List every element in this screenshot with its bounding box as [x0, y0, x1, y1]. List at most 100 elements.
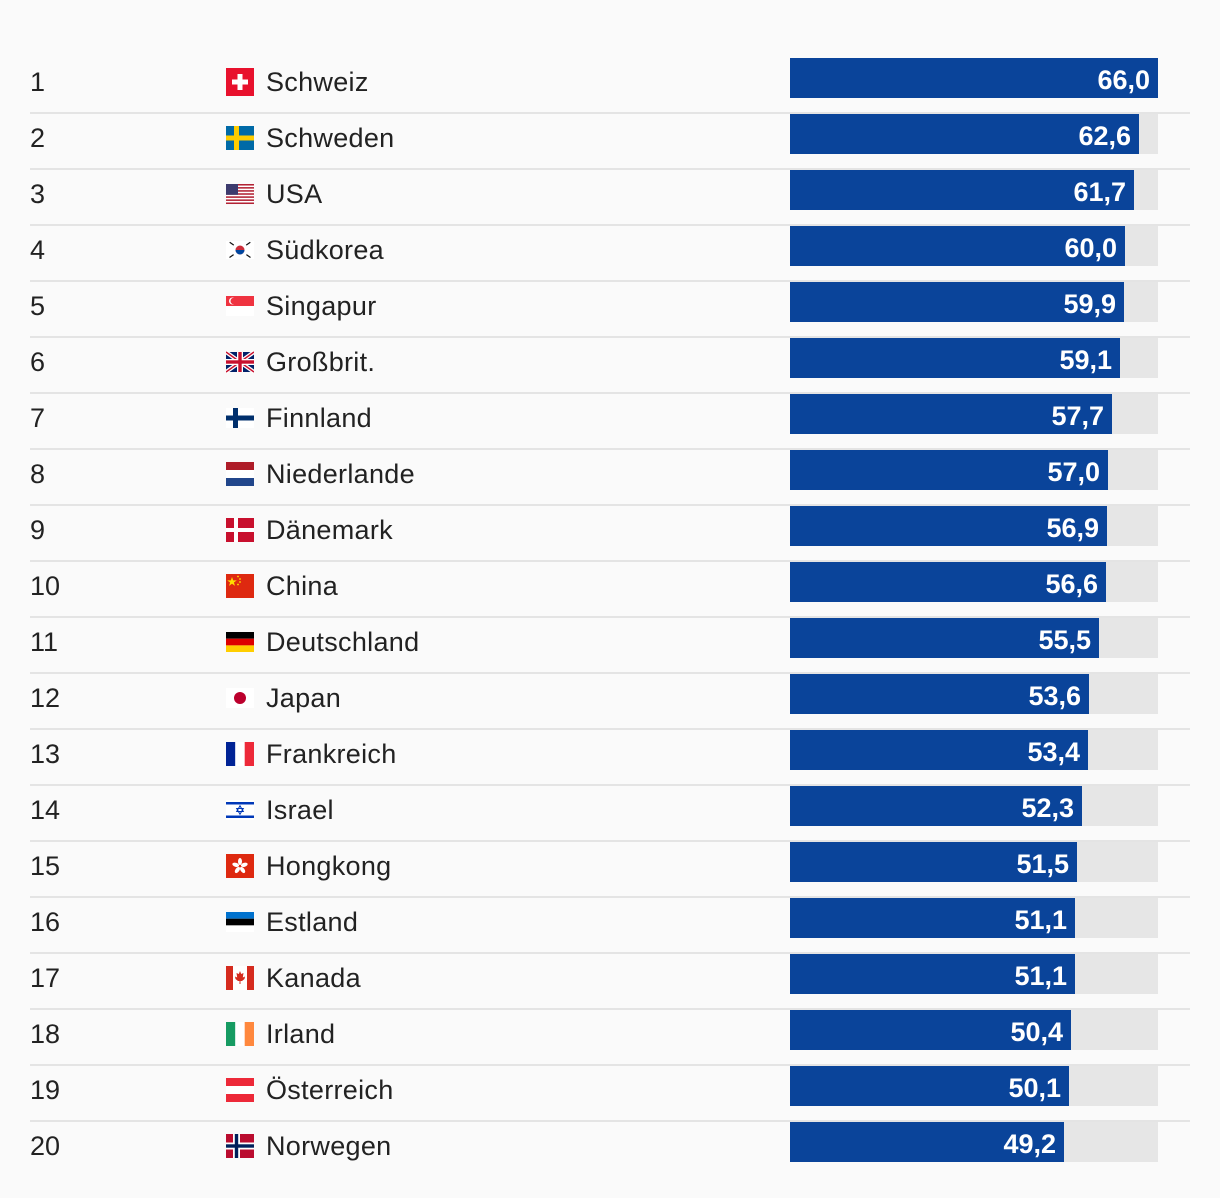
rank-label: 10	[30, 571, 61, 601]
table-row: 9 Dänemark 56,9	[30, 506, 1190, 562]
usa-flag-icon	[226, 180, 254, 208]
bar-value-label: 53,4	[1027, 737, 1080, 767]
rank-label: 13	[30, 739, 61, 769]
bar-value-label: 50,4	[1010, 1017, 1063, 1047]
bar-track: 55,5	[790, 618, 1158, 658]
bar-track: 60,0	[790, 226, 1158, 266]
country-label: Israel	[266, 795, 334, 825]
country-label: Südkorea	[266, 235, 384, 265]
country-label: Estland	[266, 907, 359, 937]
rank-label: 8	[30, 459, 46, 489]
bar: 50,1	[790, 1066, 1069, 1106]
rank-label: 9	[30, 515, 46, 545]
bar: 59,1	[790, 338, 1120, 378]
bar-value-label: 60,0	[1064, 233, 1117, 263]
rank-label: 17	[30, 963, 61, 993]
austria-flag-icon	[226, 1076, 254, 1104]
bar-track: 53,4	[790, 730, 1158, 770]
singapore-flag-icon	[226, 292, 254, 320]
rank-label: 16	[30, 907, 61, 937]
hong-kong-flag-icon	[226, 852, 254, 880]
country-label: Japan	[266, 683, 342, 713]
rank-label: 18	[30, 1019, 61, 1049]
netherlands-flag-icon	[226, 460, 254, 488]
country-label: Hongkong	[266, 851, 392, 881]
bar: 53,6	[790, 674, 1089, 714]
country-label: Irland	[266, 1019, 336, 1049]
bar-track: 57,7	[790, 394, 1158, 434]
country-label: Norwegen	[266, 1131, 392, 1161]
table-row: 13 Frankreich 53,4	[30, 730, 1190, 786]
bar-track: 56,6	[790, 562, 1158, 602]
bar: 51,1	[790, 898, 1075, 938]
bar-value-label: 51,1	[1014, 961, 1067, 991]
bar-track: 50,4	[790, 1010, 1158, 1050]
table-row: 3 USA 61,7	[30, 170, 1190, 226]
bar: 51,1	[790, 954, 1075, 994]
estonia-flag-icon	[226, 908, 254, 936]
table-row: 4 Südkorea 60,0	[30, 226, 1190, 282]
germany-flag-icon	[226, 628, 254, 656]
bar: 56,9	[790, 506, 1107, 546]
bar: 55,5	[790, 618, 1099, 658]
norway-flag-icon	[226, 1132, 254, 1160]
sweden-flag-icon	[226, 124, 254, 152]
table-row: 7 Finnland 57,7	[30, 394, 1190, 450]
bar-track: 50,1	[790, 1066, 1158, 1106]
ireland-flag-icon	[226, 1020, 254, 1048]
country-label: Niederlande	[266, 459, 415, 489]
bar-value-label: 55,5	[1038, 625, 1091, 655]
rank-label: 20	[30, 1131, 61, 1161]
table-row: 20 Norwegen 49,2	[30, 1122, 1190, 1178]
bar-value-label: 57,7	[1051, 401, 1104, 431]
bar-value-label: 56,6	[1045, 569, 1098, 599]
bar-value-label: 51,5	[1016, 849, 1069, 879]
rank-label: 11	[30, 627, 59, 657]
bar-track: 57,0	[790, 450, 1158, 490]
table-row: 11 Deutschland 55,5	[30, 618, 1190, 674]
bar: 53,4	[790, 730, 1088, 770]
bar: 56,6	[790, 562, 1106, 602]
table-row: 8 Niederlande 57,0	[30, 450, 1190, 506]
bar-value-label: 53,6	[1028, 681, 1081, 711]
switzerland-flag-icon	[226, 68, 254, 96]
rank-label: 5	[30, 291, 46, 321]
bar: 62,6	[790, 114, 1139, 154]
rank-label: 2	[30, 123, 46, 153]
bar-track: 51,5	[790, 842, 1158, 882]
bar-track: 66,0	[790, 58, 1158, 98]
denmark-flag-icon	[226, 516, 254, 544]
bar-track: 62,6	[790, 114, 1158, 154]
table-row: 2 Schweden 62,6	[30, 114, 1190, 170]
table-row: 6 Großbrit. 59,1	[30, 338, 1190, 394]
bar-track: 59,1	[790, 338, 1158, 378]
table-row: 5 Singapur 59,9	[30, 282, 1190, 338]
country-label: Kanada	[266, 963, 361, 993]
bar-value-label: 52,3	[1021, 793, 1074, 823]
bar-value-label: 51,1	[1014, 905, 1067, 935]
bar-track: 53,6	[790, 674, 1158, 714]
country-label: Dänemark	[266, 515, 393, 545]
bar-track: 51,1	[790, 954, 1158, 994]
japan-flag-icon	[226, 684, 254, 712]
bar: 50,4	[790, 1010, 1071, 1050]
rank-label: 1	[30, 67, 46, 97]
rank-label: 15	[30, 851, 61, 881]
rank-label: 19	[30, 1075, 61, 1105]
rank-label: 14	[30, 795, 61, 825]
bar-track: 56,9	[790, 506, 1158, 546]
bar: 57,7	[790, 394, 1112, 434]
bar-track: 51,1	[790, 898, 1158, 938]
bar-value-label: 59,1	[1059, 345, 1112, 375]
south-korea-flag-icon	[226, 236, 254, 264]
table-row: 10 China 56,6	[30, 562, 1190, 618]
china-flag-icon	[226, 572, 254, 600]
country-label: USA	[266, 179, 323, 209]
bar: 49,2	[790, 1122, 1064, 1162]
country-label: Singapur	[266, 291, 377, 321]
bar-track: 61,7	[790, 170, 1158, 210]
country-label: Finnland	[266, 403, 372, 433]
france-flag-icon	[226, 740, 254, 768]
bar: 61,7	[790, 170, 1134, 210]
